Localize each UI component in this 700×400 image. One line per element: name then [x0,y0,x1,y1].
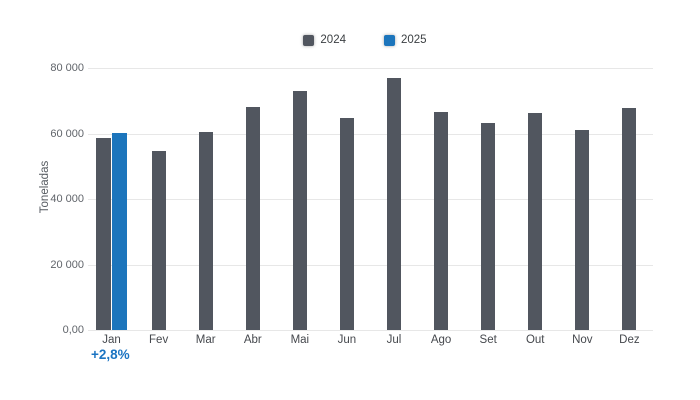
bar-group-mar [182,68,229,330]
x-tick-label-fev: Fev [149,334,169,346]
bar-2024-jun[interactable] [339,118,354,330]
bar-group-set [465,68,512,330]
bar-2025-jan[interactable] [112,132,128,330]
gridline [88,330,653,331]
gridline [88,264,653,266]
bar-group-fev [135,68,182,330]
x-tick-label-ago: Ago [430,334,452,346]
bar-2024-dez[interactable] [622,107,637,330]
bar-group-jan [88,68,135,330]
bar-2024-jul[interactable] [387,78,401,330]
legend-marker-icon [303,34,315,46]
gridline [88,199,653,200]
x-tick-label-set: Set [479,334,497,346]
legend-item-2024[interactable]: 2024 [303,34,346,46]
bar-group-mai [276,68,323,330]
bar-2024-fev[interactable] [151,151,166,330]
y-tick-label: 40 000 [50,193,84,205]
bar-group-abr [229,68,276,330]
legend-marker-icon [384,34,395,46]
gridline [88,133,653,135]
bar-2024-out[interactable] [528,112,543,330]
gridline [88,68,653,69]
bar-group-jul [370,68,417,330]
bar-2024-mar[interactable] [198,131,213,330]
y-tick-label: 60 000 [50,127,84,140]
chart-legend: 2024 2025 [30,31,700,49]
legend-label: 2025 [401,34,427,46]
bar-group-jun [323,68,370,330]
bar-group-dez [606,68,653,330]
y-tick-label: 0,00 [62,324,84,336]
y-axis-title: Toneladas [39,160,51,214]
legend-label: 2024 [320,34,346,46]
growth-annotation-label: +2,8% [91,347,130,362]
x-tick-label-abr: Abr [243,334,262,346]
bar-2024-mai[interactable] [292,90,307,330]
bar-group-ago [418,68,465,330]
plot-area [88,68,653,331]
legend-item-2025[interactable]: 2025 [384,34,427,46]
bar-group-nov [559,68,606,330]
x-tick-label-jan: Jan [102,334,121,346]
x-tick-label-nov: Nov [572,334,593,346]
bar-2024-ago[interactable] [434,111,449,330]
y-tick-label: 80 000 [50,62,84,74]
bar-2024-set[interactable] [481,122,496,330]
x-tick-label-out: Out [525,334,545,346]
x-tick-label-jul: Jul [386,334,402,346]
bars-layer [88,68,653,330]
x-tick-label-mar: Mar [195,334,216,346]
y-tick-label: 20 000 [50,258,84,271]
x-axis-tick-labels: Jan Fev Mar Abr Mai Jun Jul Ago Set Out Nov Dez [88,334,653,346]
x-tick-label-mai: Mai [290,334,310,346]
bar-2024-jan[interactable] [96,137,112,330]
bar-group-out [512,68,559,330]
x-tick-label-jun: Jun [337,334,357,346]
bar-2024-abr[interactable] [245,106,260,330]
x-tick-label-dez: Dez [619,334,640,346]
bar-2024-nov[interactable] [575,129,590,330]
